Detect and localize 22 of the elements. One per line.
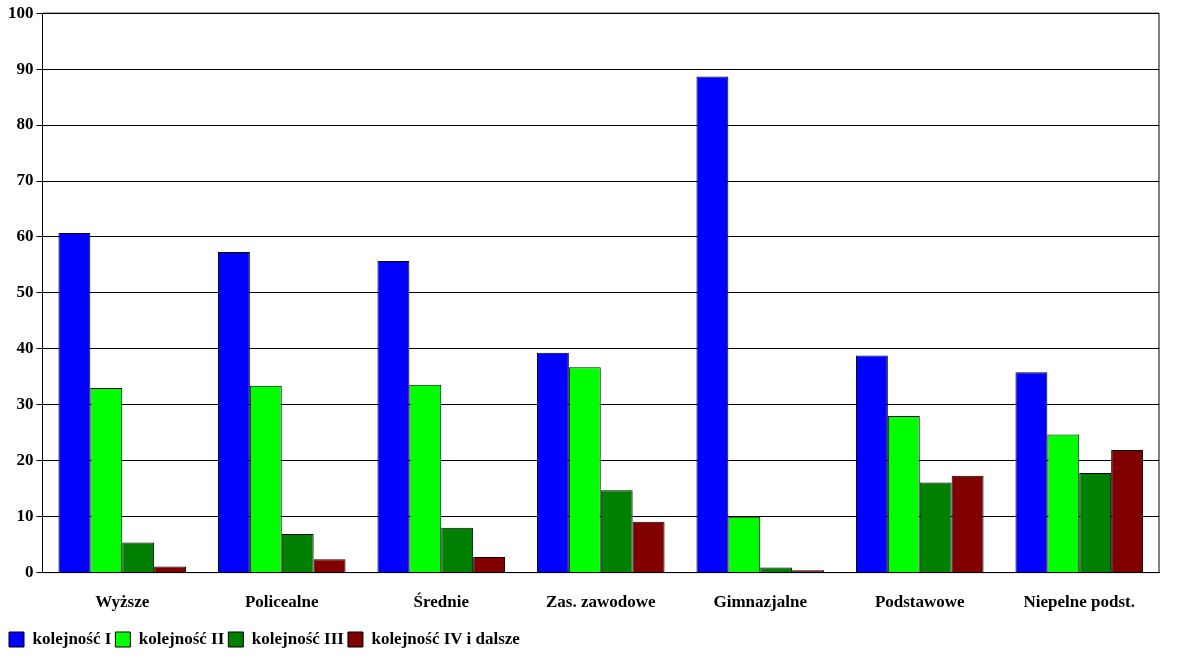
- y-tick-label: 30: [16, 394, 34, 414]
- x-tick-label: Wyższe: [95, 592, 150, 612]
- y-tick-label: 10: [16, 506, 34, 526]
- y-tick-label: 60: [16, 226, 34, 246]
- y-tick-label: 80: [16, 114, 34, 134]
- x-tick-label: Zas. zawodowe: [545, 592, 656, 612]
- y-tick-label: 0: [25, 561, 34, 581]
- y-tick-label: 50: [16, 282, 34, 302]
- legend-label: kolejność IV i dalsze: [371, 628, 521, 648]
- x-tick-label: Podstawowe: [874, 592, 966, 612]
- x-tick-label: Niepelne podst.: [1023, 592, 1135, 612]
- y-tick-label: 90: [16, 58, 34, 78]
- x-tick-label: Średnie: [413, 592, 470, 612]
- y-tick-label: 40: [16, 338, 34, 358]
- legend-label: kolejność III: [251, 628, 345, 648]
- y-tick-label: 20: [16, 450, 34, 470]
- legend-label: kolejność I: [32, 628, 112, 648]
- x-tick-label: Policealne: [244, 592, 320, 612]
- y-tick-label: 70: [16, 170, 34, 190]
- y-tick-label: 100: [8, 2, 34, 22]
- x-tick-label: Gimnazjalne: [713, 592, 808, 612]
- legend-label: kolejność II: [138, 628, 225, 648]
